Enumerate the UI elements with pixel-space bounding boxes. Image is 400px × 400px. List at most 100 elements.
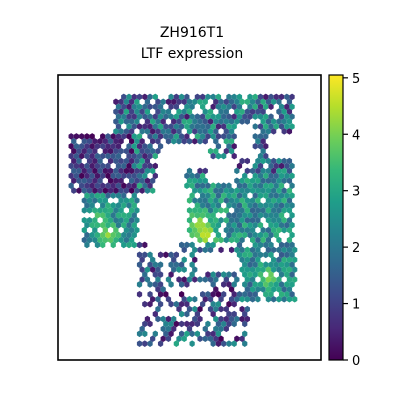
spot-hexagon [210, 330, 216, 338]
spot-hexagon [213, 305, 219, 313]
spot-hexagon [268, 192, 274, 199]
spot-hexagon [210, 202, 216, 209]
spot-hexagon [231, 300, 237, 308]
spot-hexagon [168, 300, 174, 308]
spot-hexagon [113, 147, 119, 155]
spot-hexagon [271, 216, 277, 224]
spot-hexagon [265, 295, 272, 303]
spot-hexagon [200, 133, 206, 140]
spot-hexagon [242, 291, 248, 298]
spot-hexagon [234, 177, 240, 185]
spot-hexagon [168, 320, 174, 328]
spot-hexagon [213, 286, 219, 293]
spot-hexagon [92, 167, 98, 175]
spot-hexagon [281, 197, 287, 204]
spot-hexagon [215, 103, 222, 110]
spot-hexagon [286, 157, 293, 165]
spot-hexagon [197, 236, 203, 244]
spot-hexagon [218, 335, 224, 343]
spot-hexagon [84, 241, 90, 249]
spot-hexagon [268, 251, 274, 259]
spot-hexagon [165, 315, 172, 323]
spot-hexagon [68, 152, 74, 160]
spot-hexagon [289, 221, 295, 229]
spot-hexagon [181, 98, 187, 106]
spot-hexagon [136, 182, 143, 189]
spot-hexagon [205, 241, 211, 249]
spot-hexagon [200, 202, 206, 209]
spot-hexagon [123, 108, 129, 115]
spot-hexagon [173, 123, 179, 130]
spot-hexagon [118, 138, 124, 145]
spot-hexagon [226, 221, 232, 229]
spot-hexagon [252, 103, 258, 110]
spot-hexagon [228, 226, 235, 234]
spot-hexagon [123, 118, 129, 125]
spot-hexagon [231, 133, 237, 140]
spot-hexagon [113, 98, 119, 106]
spot-hexagon [250, 207, 256, 214]
spot-hexagon [192, 256, 198, 264]
spot-hexagon [189, 221, 195, 229]
spot-hexagon [181, 266, 187, 273]
spot-hexagon [189, 231, 195, 239]
spot-hexagon [226, 142, 232, 150]
spot-hexagon [144, 177, 151, 185]
spot-hexagon [289, 261, 295, 268]
spot-hexagon [181, 335, 187, 343]
spot-hexagon [92, 207, 98, 214]
spot-hexagon [205, 123, 211, 130]
spot-hexagon [244, 177, 250, 185]
spot-hexagon [150, 266, 156, 273]
spot-hexagon [252, 182, 258, 189]
spot-hexagon [200, 93, 206, 101]
spot-hexagon [213, 138, 219, 145]
spot-hexagon [226, 271, 232, 278]
spot-hexagon [271, 207, 277, 214]
spot-hexagon [255, 177, 261, 185]
spot-hexagon [150, 335, 156, 343]
spot-hexagon [218, 108, 224, 115]
spot-hexagon [234, 187, 240, 194]
spot-hexagon [181, 138, 187, 145]
spot-hexagon [194, 133, 201, 140]
spot-hexagon [121, 162, 127, 170]
spot-hexagon [218, 207, 224, 214]
spot-hexagon [263, 291, 269, 298]
spot-hexagon [142, 123, 148, 130]
spot-hexagon [118, 157, 124, 165]
spot-hexagon [244, 226, 250, 234]
spot-hexagon [160, 325, 166, 333]
spot-hexagon [228, 236, 235, 244]
spot-hexagon [215, 182, 222, 189]
spot-hexagon [239, 98, 245, 106]
spot-hexagon [97, 236, 103, 244]
spot-hexagon [197, 197, 203, 204]
spot-hexagon [252, 133, 258, 140]
spot-hexagon [163, 291, 169, 298]
spot-hexagon [215, 123, 222, 130]
spot-hexagon [147, 320, 153, 328]
spot-hexagon [221, 123, 227, 130]
spot-hexagon [115, 212, 122, 219]
spot-hexagon [226, 202, 232, 209]
spot-hexagon [289, 231, 295, 239]
spot-hexagon [131, 212, 137, 219]
spot-hexagon [252, 192, 258, 199]
spot-hexagon [231, 221, 237, 229]
spot-hexagon [242, 310, 248, 318]
spot-hexagon [173, 103, 179, 110]
spot-hexagon [268, 172, 274, 180]
spot-hexagon [286, 266, 293, 273]
spot-hexagon [250, 197, 256, 204]
spot-hexagon [197, 246, 203, 254]
spot-hexagon [271, 266, 277, 273]
spot-hexagon [228, 147, 235, 155]
spot-hexagon [186, 226, 193, 234]
spot-hexagon [92, 187, 98, 194]
spot-hexagon [244, 207, 250, 214]
spot-hexagon [207, 276, 214, 283]
spot-hexagon [129, 157, 135, 165]
spot-hexagon [129, 167, 135, 175]
spot-hexagon [110, 241, 116, 249]
